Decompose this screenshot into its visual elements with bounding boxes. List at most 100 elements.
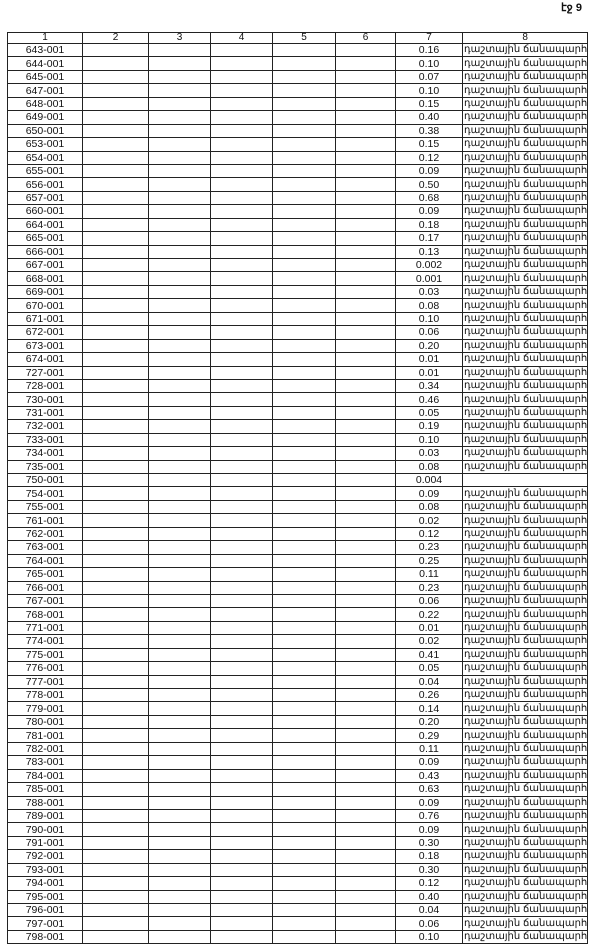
- header-col-3: 3: [148, 32, 211, 44]
- area-cell: 0.76: [395, 808, 463, 824]
- empty-cell-col-3: [148, 365, 211, 380]
- land-type-cell: դաշտային ճանապարհ: [461, 271, 589, 286]
- area-cell: 0.30: [395, 862, 463, 878]
- empty-cell-col-3: [148, 204, 211, 219]
- parcel-id-cell: 671-001: [7, 311, 83, 327]
- area-cell: 0.04: [395, 674, 463, 690]
- empty-cell-col-4: [210, 204, 273, 219]
- empty-cell-col-4: [210, 862, 273, 878]
- empty-cell-col-5: [272, 567, 336, 582]
- parcel-id-cell: 766-001: [7, 580, 83, 595]
- area-cell: 0.01: [395, 620, 463, 636]
- parcel-id-cell: 670-001: [7, 298, 83, 313]
- empty-cell-col-2: [82, 580, 149, 595]
- empty-cell-col-2: [82, 687, 149, 703]
- land-type-cell: դաշտային ճանապարհ: [461, 137, 589, 152]
- empty-cell-col-3: [148, 728, 211, 743]
- table-row: 672-001 0.06 դաշտային ճանապարհ: [7, 325, 589, 340]
- empty-cell-col-2: [82, 916, 149, 931]
- empty-cell-col-6: [335, 284, 396, 300]
- empty-cell-col-4: [210, 271, 273, 286]
- empty-cell-col-6: [335, 661, 396, 676]
- empty-cell-col-6: [335, 916, 396, 931]
- empty-cell-col-3: [148, 257, 211, 273]
- table-row: 668-001 0.001 դաշտային ճանապարհ: [7, 271, 589, 286]
- area-cell: 0.17: [395, 231, 463, 246]
- empty-cell-col-4: [210, 687, 273, 703]
- table-row: 754-001 0.09 դաշտային ճանապարհ: [7, 486, 589, 501]
- empty-cell-col-6: [335, 795, 396, 810]
- empty-cell-col-4: [210, 835, 273, 851]
- empty-cell-col-3: [148, 661, 211, 676]
- parcel-id-cell: 793-001: [7, 862, 83, 878]
- parcel-id-cell: 779-001: [7, 701, 83, 716]
- empty-cell-col-2: [82, 150, 149, 165]
- empty-cell-col-2: [82, 499, 149, 515]
- parcel-id-cell: 789-001: [7, 808, 83, 824]
- area-cell: 0.26: [395, 687, 463, 703]
- table-row: 775-001 0.41 դաշտային ճանապարհ: [7, 647, 589, 663]
- table-row: 649-001 0.40 դաշտային ճանապարհ: [7, 110, 589, 125]
- empty-cell-col-4: [210, 365, 273, 380]
- empty-cell-col-6: [335, 674, 396, 690]
- empty-cell-col-5: [272, 768, 336, 784]
- empty-cell-col-6: [335, 701, 396, 716]
- empty-cell-col-4: [210, 163, 273, 179]
- empty-cell-col-6: [335, 163, 396, 179]
- empty-cell-col-6: [335, 56, 396, 71]
- empty-cell-col-2: [82, 593, 149, 609]
- empty-cell-col-2: [82, 486, 149, 501]
- empty-cell-col-6: [335, 728, 396, 743]
- land-type-cell: դաշտային ճանապարհ: [461, 123, 589, 139]
- area-cell: 0.40: [395, 110, 463, 125]
- empty-cell-col-6: [335, 459, 396, 475]
- land-type-cell: դաշտային ճանապարհ: [461, 634, 589, 649]
- land-type-cell: դաշտային ճանապարհ: [461, 687, 589, 703]
- empty-cell-col-2: [82, 822, 149, 837]
- empty-cell-col-2: [82, 526, 149, 542]
- header-col-4: 4: [210, 32, 273, 44]
- empty-cell-col-6: [335, 217, 396, 233]
- empty-cell-col-3: [148, 352, 211, 367]
- parcel-id-cell: 660-001: [7, 204, 83, 219]
- table-row: 788-001 0.09 դաշտային ճանապարհ: [7, 795, 589, 810]
- empty-cell-col-2: [82, 231, 149, 246]
- parcel-id-cell: 767-001: [7, 593, 83, 609]
- empty-cell-col-5: [272, 580, 336, 595]
- empty-cell-col-4: [210, 540, 273, 555]
- empty-cell-col-6: [335, 755, 396, 770]
- empty-cell-col-2: [82, 849, 149, 864]
- empty-cell-col-4: [210, 714, 273, 730]
- area-cell: 0.10: [395, 83, 463, 98]
- empty-cell-col-6: [335, 231, 396, 246]
- empty-cell-col-4: [210, 889, 273, 905]
- empty-cell-col-6: [335, 137, 396, 152]
- area-cell: 0.09: [395, 204, 463, 219]
- empty-cell-col-4: [210, 378, 273, 394]
- area-cell: 0.30: [395, 835, 463, 851]
- table-row: 669-001 0.03 դաշտային ճանապարհ: [7, 284, 589, 300]
- parcel-id-cell: 798-001: [7, 929, 83, 945]
- table-row: 647-001 0.10 դաշտային ճանապարհ: [7, 83, 589, 98]
- land-type-cell: դաշտային ճանապարհ: [461, 244, 589, 260]
- empty-cell-col-2: [82, 674, 149, 690]
- empty-cell-col-4: [210, 567, 273, 582]
- area-cell: 0.10: [395, 929, 463, 945]
- empty-cell-col-3: [148, 553, 211, 569]
- parcel-id-cell: 785-001: [7, 782, 83, 797]
- empty-cell-col-3: [148, 620, 211, 636]
- table-row: 660-001 0.09 դաշտային ճանապարհ: [7, 204, 589, 219]
- empty-cell-col-6: [335, 486, 396, 501]
- table-row: 785-001 0.63 դաշտային ճանապարհ: [7, 782, 589, 797]
- area-cell: 0.08: [395, 298, 463, 313]
- empty-cell-col-3: [148, 244, 211, 260]
- empty-cell-col-6: [335, 499, 396, 515]
- empty-cell-col-2: [82, 137, 149, 152]
- empty-cell-col-3: [148, 271, 211, 286]
- area-cell: 0.50: [395, 177, 463, 192]
- empty-cell-col-2: [82, 311, 149, 327]
- parcel-id-cell: 754-001: [7, 486, 83, 501]
- parcel-id-cell: 728-001: [7, 378, 83, 394]
- empty-cell-col-2: [82, 634, 149, 649]
- area-cell: 0.09: [395, 795, 463, 810]
